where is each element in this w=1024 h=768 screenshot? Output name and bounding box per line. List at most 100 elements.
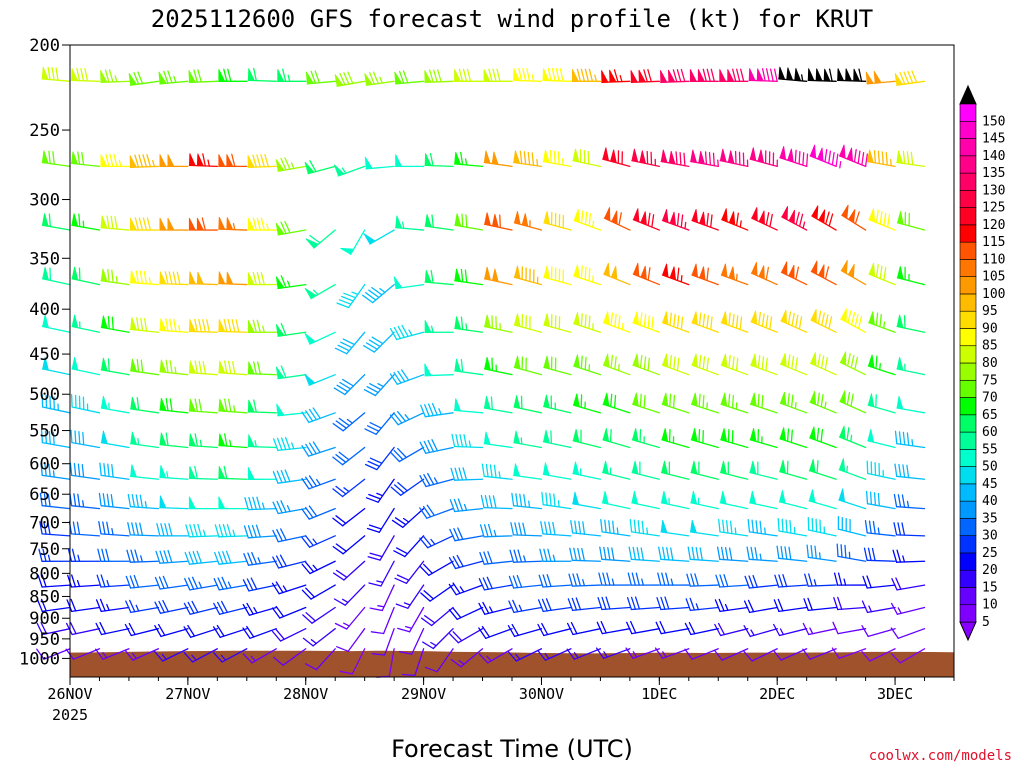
- wind-barb: [128, 71, 160, 86]
- x-year-label: 2025: [52, 706, 88, 724]
- wind-barb: [779, 146, 809, 168]
- wind-barb: [713, 648, 749, 661]
- wind-barb: [214, 523, 248, 538]
- wind-barb: [334, 71, 366, 87]
- wind-barb: [570, 520, 602, 537]
- terrain-surface: [70, 650, 954, 677]
- colorbar-swatch: [959, 431, 977, 450]
- wind-barb: [301, 560, 336, 575]
- wind-barb: [130, 396, 160, 414]
- wind-barb: [631, 148, 660, 168]
- wind-barb: [894, 70, 926, 86]
- wind-barb: [573, 264, 602, 286]
- wind-barb: [41, 150, 71, 168]
- wind-barb: [127, 493, 160, 510]
- wind-barb: [479, 551, 513, 565]
- wind-barb: [40, 462, 71, 480]
- wind-barb: [70, 393, 101, 414]
- wind-barb: [333, 164, 366, 177]
- colorbar: 5 10 15 20 25 30 35 40 45 50 55 60 65 70 75 80 85 90 95 100…: [959, 84, 1005, 642]
- colorbar-swatch: [959, 379, 977, 398]
- wind-barb: [98, 492, 130, 510]
- wind-barb: [894, 463, 926, 480]
- colorbar-swatch: [959, 500, 977, 519]
- x-tick-label: 27NOV: [165, 685, 210, 703]
- wind-barb: [371, 628, 395, 656]
- wind-barb: [188, 398, 218, 414]
- wind-barb: [655, 620, 690, 635]
- colorbar-swatch: [959, 224, 977, 243]
- wind-barb: [599, 546, 631, 562]
- wind-barb: [41, 213, 71, 231]
- wind-barb: [774, 574, 808, 588]
- wind-barb: [573, 354, 602, 376]
- wind-barb: [864, 520, 896, 537]
- wind-barb: [661, 311, 690, 333]
- wind-barb: [631, 490, 660, 510]
- wind-barb: [39, 492, 71, 510]
- wind-barb: [509, 549, 543, 563]
- wind-barb: [272, 648, 307, 666]
- colorbar-tick-label: 125: [982, 201, 1005, 216]
- wind-barb: [100, 268, 130, 286]
- colorbar-swatch: [959, 172, 977, 191]
- colorbar-tick-label: 5: [982, 615, 990, 630]
- wind-barb: [184, 576, 218, 591]
- wind-barb: [602, 147, 631, 168]
- colorbar-swatch: [959, 552, 977, 571]
- wind-barb: [841, 204, 867, 231]
- wind-barb: [838, 425, 867, 449]
- wind-barb: [419, 504, 454, 519]
- colorbar-swatch: [959, 604, 977, 623]
- wind-barb: [657, 572, 690, 586]
- wind-barb: [129, 217, 160, 231]
- wind-barb: [393, 535, 425, 558]
- x-axis: 26NOV 27NOV 28NOV 29NOV 30NOV 1DEC 2DEC 3DEC: [47, 677, 955, 703]
- colorbar-tick-label: 15: [982, 580, 998, 595]
- colorbar-swatch: [959, 535, 977, 554]
- wind-barb: [188, 433, 218, 449]
- y-tick-label: 300: [29, 191, 60, 211]
- wind-barb: [661, 392, 690, 414]
- colorbar-tick-label: 65: [982, 408, 998, 423]
- wind-barb: [743, 625, 778, 638]
- y-axis: 200 250 300 350 400 450 500 550 600 650 700 750 800 8…: [19, 36, 70, 669]
- wind-barb: [479, 523, 513, 538]
- credit-text[interactable]: coolwx.com/models: [869, 748, 1012, 764]
- wind-barb: [896, 314, 926, 333]
- wind-barb: [542, 149, 572, 168]
- wind-barb: [632, 392, 660, 414]
- wind-barb: [449, 498, 484, 513]
- wind-barb: [453, 151, 484, 168]
- y-tick-label: 450: [29, 345, 60, 365]
- wind-barb: [369, 584, 395, 612]
- y-tick-label: 250: [29, 121, 60, 141]
- wind-barb: [808, 489, 837, 510]
- wind-barb: [125, 599, 160, 614]
- wind-barb: [810, 260, 837, 286]
- wind-barb: [453, 398, 484, 414]
- wind-barb: [831, 647, 867, 659]
- wind-barb: [781, 206, 808, 231]
- wind-barb: [626, 620, 660, 635]
- y-tick-label: 500: [29, 385, 60, 405]
- wind-barb: [100, 395, 130, 414]
- wind-barb: [272, 554, 307, 569]
- wind-barb: [159, 432, 189, 449]
- wind-barb: [188, 271, 218, 286]
- wind-barb: [420, 402, 454, 418]
- wind-barb: [70, 429, 101, 449]
- wind-barb: [183, 648, 218, 663]
- wind-barb: [448, 606, 484, 620]
- wind-barb: [802, 648, 837, 660]
- wind-barb: [304, 648, 336, 671]
- wind-barb: [218, 68, 248, 82]
- wind-barb: [41, 314, 71, 333]
- wind-barb: [159, 154, 189, 168]
- wind-barb: [188, 69, 218, 83]
- wind-barb: [743, 599, 778, 614]
- wind-barb: [218, 398, 248, 414]
- wind-barb: [837, 516, 867, 537]
- wind-barb: [243, 524, 277, 539]
- wind-barb: [339, 648, 366, 675]
